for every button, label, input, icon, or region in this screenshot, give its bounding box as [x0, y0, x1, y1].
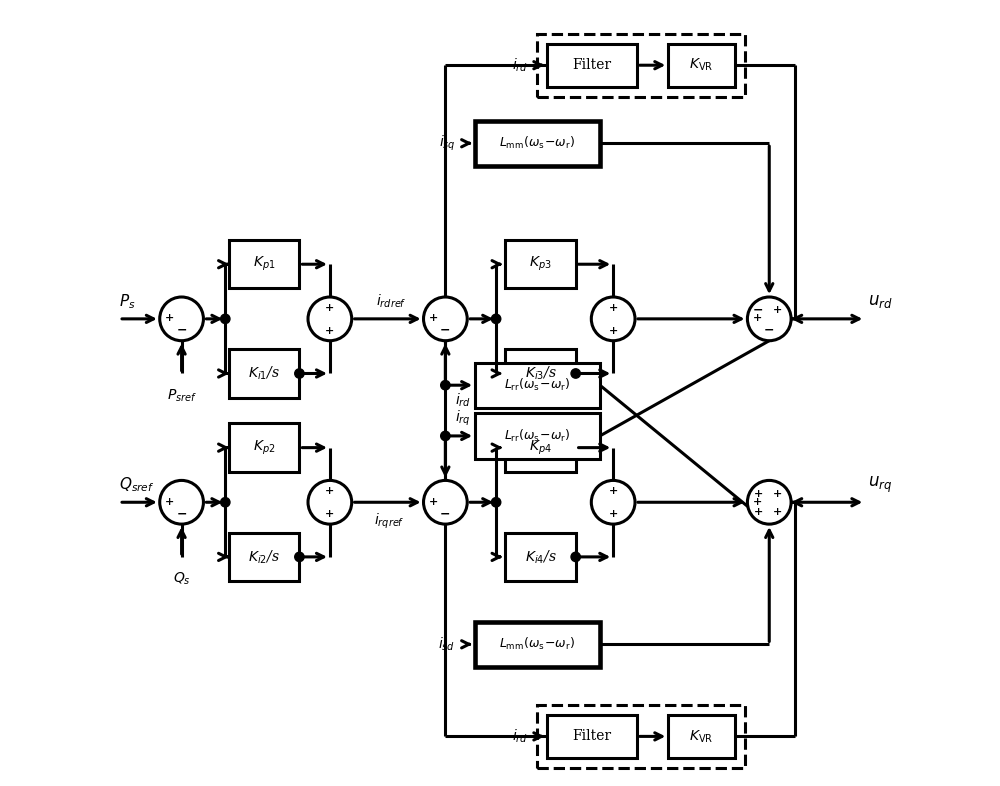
Text: Filter: Filter [573, 729, 612, 744]
Text: $u_{rd}$: $u_{rd}$ [868, 293, 893, 310]
Circle shape [571, 369, 580, 378]
Text: $i_{rqref}$: $i_{rqref}$ [374, 512, 404, 531]
Text: +: + [609, 325, 618, 336]
Circle shape [747, 480, 791, 524]
Text: $K_{i1}$/s: $K_{i1}$/s [248, 365, 280, 382]
Bar [505, 240, 576, 288]
Circle shape [221, 498, 230, 507]
Text: +: + [325, 325, 334, 336]
Text: −: − [176, 324, 187, 336]
Text: +: + [165, 496, 174, 507]
Text: $L_{\rm mm}(\omega_{\rm s}\!-\!\omega_{\rm r})$: $L_{\rm mm}(\omega_{\rm s}\!-\!\omega_{\… [499, 135, 576, 152]
Text: $L_{\rm mm}(\omega_{\rm s}\!-\!\omega_{\rm r})$: $L_{\rm mm}(\omega_{\rm s}\!-\!\omega_{\… [499, 636, 576, 652]
Text: $K_{p3}$: $K_{p3}$ [529, 255, 552, 274]
Text: $i_{rd}$: $i_{rd}$ [455, 391, 471, 409]
Text: $P_{sref}$: $P_{sref}$ [167, 387, 197, 404]
Text: +: + [429, 496, 438, 507]
Circle shape [295, 553, 304, 561]
Text: −: − [440, 324, 451, 336]
Bar [475, 413, 600, 458]
Text: $K_{\rm VR}$: $K_{\rm VR}$ [689, 57, 714, 73]
Text: +: + [429, 312, 438, 323]
Text: +: + [754, 487, 763, 498]
Text: +: + [325, 486, 334, 497]
Text: +: + [754, 506, 763, 517]
Circle shape [441, 380, 450, 390]
Text: +: + [609, 486, 618, 497]
Bar [229, 349, 299, 398]
Text: $i_{rdref}$: $i_{rdref}$ [376, 293, 407, 310]
Text: $i_{rq}$: $i_{rq}$ [455, 409, 470, 428]
Circle shape [308, 297, 352, 340]
Text: $K_{p1}$: $K_{p1}$ [253, 255, 276, 274]
Circle shape [308, 480, 352, 524]
Text: $L_{\rm rr}(\omega_{\rm s}\!-\!\omega_{\rm r})$: $L_{\rm rr}(\omega_{\rm s}\!-\!\omega_{\… [504, 428, 571, 444]
Circle shape [424, 480, 467, 524]
Bar [668, 715, 735, 758]
Circle shape [491, 314, 501, 324]
Bar [537, 705, 745, 768]
Circle shape [221, 314, 230, 324]
Text: $i_{rd}$: $i_{rd}$ [512, 57, 528, 74]
Text: $K_{\rm VR}$: $K_{\rm VR}$ [689, 728, 714, 744]
Text: +: + [325, 302, 334, 313]
Circle shape [424, 297, 467, 340]
Text: $K_{i3}$/s: $K_{i3}$/s [525, 365, 556, 382]
Text: $Q_{sref}$: $Q_{sref}$ [119, 476, 155, 494]
Text: Filter: Filter [573, 58, 612, 72]
Text: +: + [609, 508, 618, 519]
Text: $i_{sd}$: $i_{sd}$ [438, 636, 456, 653]
Text: $i_{rd}$: $i_{rd}$ [512, 728, 528, 745]
Bar [537, 34, 745, 97]
Text: $u_{rq}$: $u_{rq}$ [868, 475, 893, 495]
Bar [505, 424, 576, 472]
Text: $K_{p4}$: $K_{p4}$ [529, 439, 552, 457]
Text: +: + [773, 506, 782, 517]
Circle shape [160, 480, 203, 524]
Circle shape [747, 297, 791, 340]
Text: +: + [773, 487, 782, 498]
Text: +: + [325, 508, 334, 519]
Bar [229, 240, 299, 288]
Text: $i_{sq}$: $i_{sq}$ [439, 134, 456, 153]
Text: $Q_s$: $Q_s$ [173, 571, 190, 587]
Text: $K_{i4}$/s: $K_{i4}$/s [525, 548, 556, 566]
Circle shape [441, 432, 450, 441]
Bar [475, 622, 600, 667]
Text: +: + [609, 302, 618, 313]
Text: −: − [753, 303, 764, 316]
Bar [547, 715, 637, 758]
Text: −: − [176, 507, 187, 520]
Text: $P_s$: $P_s$ [119, 292, 136, 311]
Text: $K_{i2}$/s: $K_{i2}$/s [248, 548, 280, 566]
Text: +: + [753, 312, 762, 323]
Text: −: − [764, 324, 775, 336]
Text: −: − [440, 507, 451, 520]
Circle shape [591, 297, 635, 340]
Circle shape [160, 297, 203, 340]
Text: +: + [773, 304, 782, 315]
Bar [505, 349, 576, 398]
Bar [505, 533, 576, 581]
Bar [475, 120, 600, 166]
Text: +: + [165, 312, 174, 323]
Circle shape [295, 369, 304, 378]
Text: $L_{\rm rr}(\omega_{\rm s}\!-\!\omega_{\rm r})$: $L_{\rm rr}(\omega_{\rm s}\!-\!\omega_{\… [504, 377, 571, 393]
Bar [475, 362, 600, 408]
Bar [229, 424, 299, 472]
Text: $K_{p2}$: $K_{p2}$ [253, 439, 276, 457]
Circle shape [591, 480, 635, 524]
Text: +: + [753, 496, 762, 507]
Bar [668, 44, 735, 86]
Circle shape [571, 553, 580, 561]
Bar [547, 44, 637, 86]
Bar [229, 533, 299, 581]
Circle shape [491, 498, 501, 507]
